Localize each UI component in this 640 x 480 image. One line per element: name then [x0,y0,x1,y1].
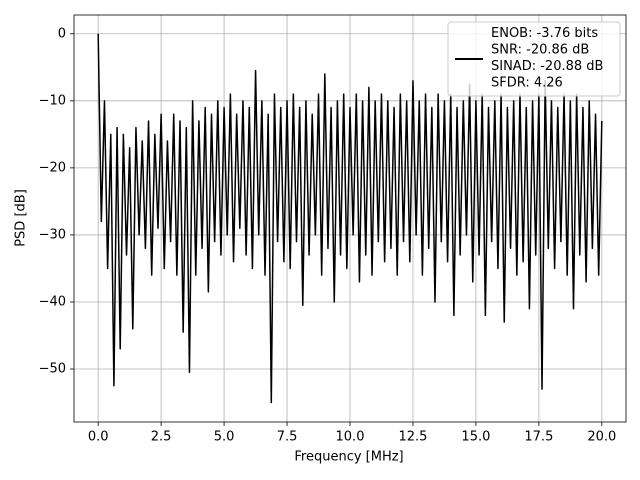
legend-box [447,21,621,97]
x-tick-label: 20.0 [587,430,616,445]
y-tick-label: −40 [39,294,66,309]
y-tick-label: −20 [39,160,66,175]
x-tick-label: 0.0 [88,430,109,445]
x-tick-label: 15.0 [461,430,490,445]
x-tick-label: 7.5 [277,430,298,445]
legend-label: ENOB: -3.76 bits SNR: -20.86 dB SINAD: -20… [491,26,603,91]
x-tick-label: 10.0 [336,430,365,445]
y-tick-label: −10 [39,93,66,108]
y-axis-label: PSD [dB] [14,189,29,247]
x-axis-label: Frequency [MHz] [294,450,403,465]
psd-line [97,33,603,404]
y-tick-label: 0 [58,26,66,41]
x-tick-label: 12.5 [398,430,427,445]
x-tick-label: 2.5 [151,430,172,445]
y-tick-label: −30 [39,227,66,242]
y-tick-label: −50 [39,362,66,377]
x-tick-label: 17.5 [524,430,553,445]
x-tick-label: 5.0 [214,430,235,445]
plot-frame [73,14,627,423]
